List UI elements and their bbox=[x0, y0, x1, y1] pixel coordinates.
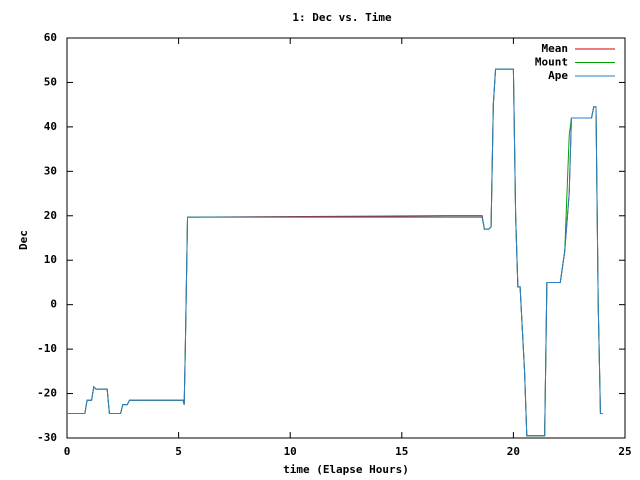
plot-border bbox=[66, 37, 626, 439]
legend-label: Mean bbox=[542, 42, 569, 55]
x-tick-label: 15 bbox=[395, 445, 408, 458]
x-tick-label: 20 bbox=[507, 445, 520, 458]
y-tick-label: 10 bbox=[44, 253, 57, 266]
x-tick-label: 25 bbox=[618, 445, 631, 458]
y-tick-label: -10 bbox=[37, 342, 57, 355]
x-tick-label: 10 bbox=[284, 445, 297, 458]
y-tick-label: -20 bbox=[37, 387, 57, 400]
series-line bbox=[67, 68, 603, 437]
y-axis-label: Dec bbox=[17, 230, 30, 250]
y-tick-label: 20 bbox=[44, 209, 57, 222]
y-tick-label: 30 bbox=[44, 164, 57, 177]
y-tick-label: 50 bbox=[44, 75, 57, 88]
y-tick-label: 40 bbox=[44, 120, 57, 133]
x-tick-label: 0 bbox=[64, 445, 71, 458]
y-tick-label: 60 bbox=[44, 31, 57, 44]
legend-label: Mount bbox=[535, 56, 568, 69]
legend-label: Ape bbox=[548, 69, 568, 82]
y-tick-label: -30 bbox=[37, 431, 57, 444]
chart-title: 1: Dec vs. Time bbox=[292, 11, 392, 24]
x-axis-label: time (Elapse Hours) bbox=[283, 463, 409, 476]
y-tick-label: 0 bbox=[50, 298, 57, 311]
x-tick-label: 5 bbox=[175, 445, 182, 458]
